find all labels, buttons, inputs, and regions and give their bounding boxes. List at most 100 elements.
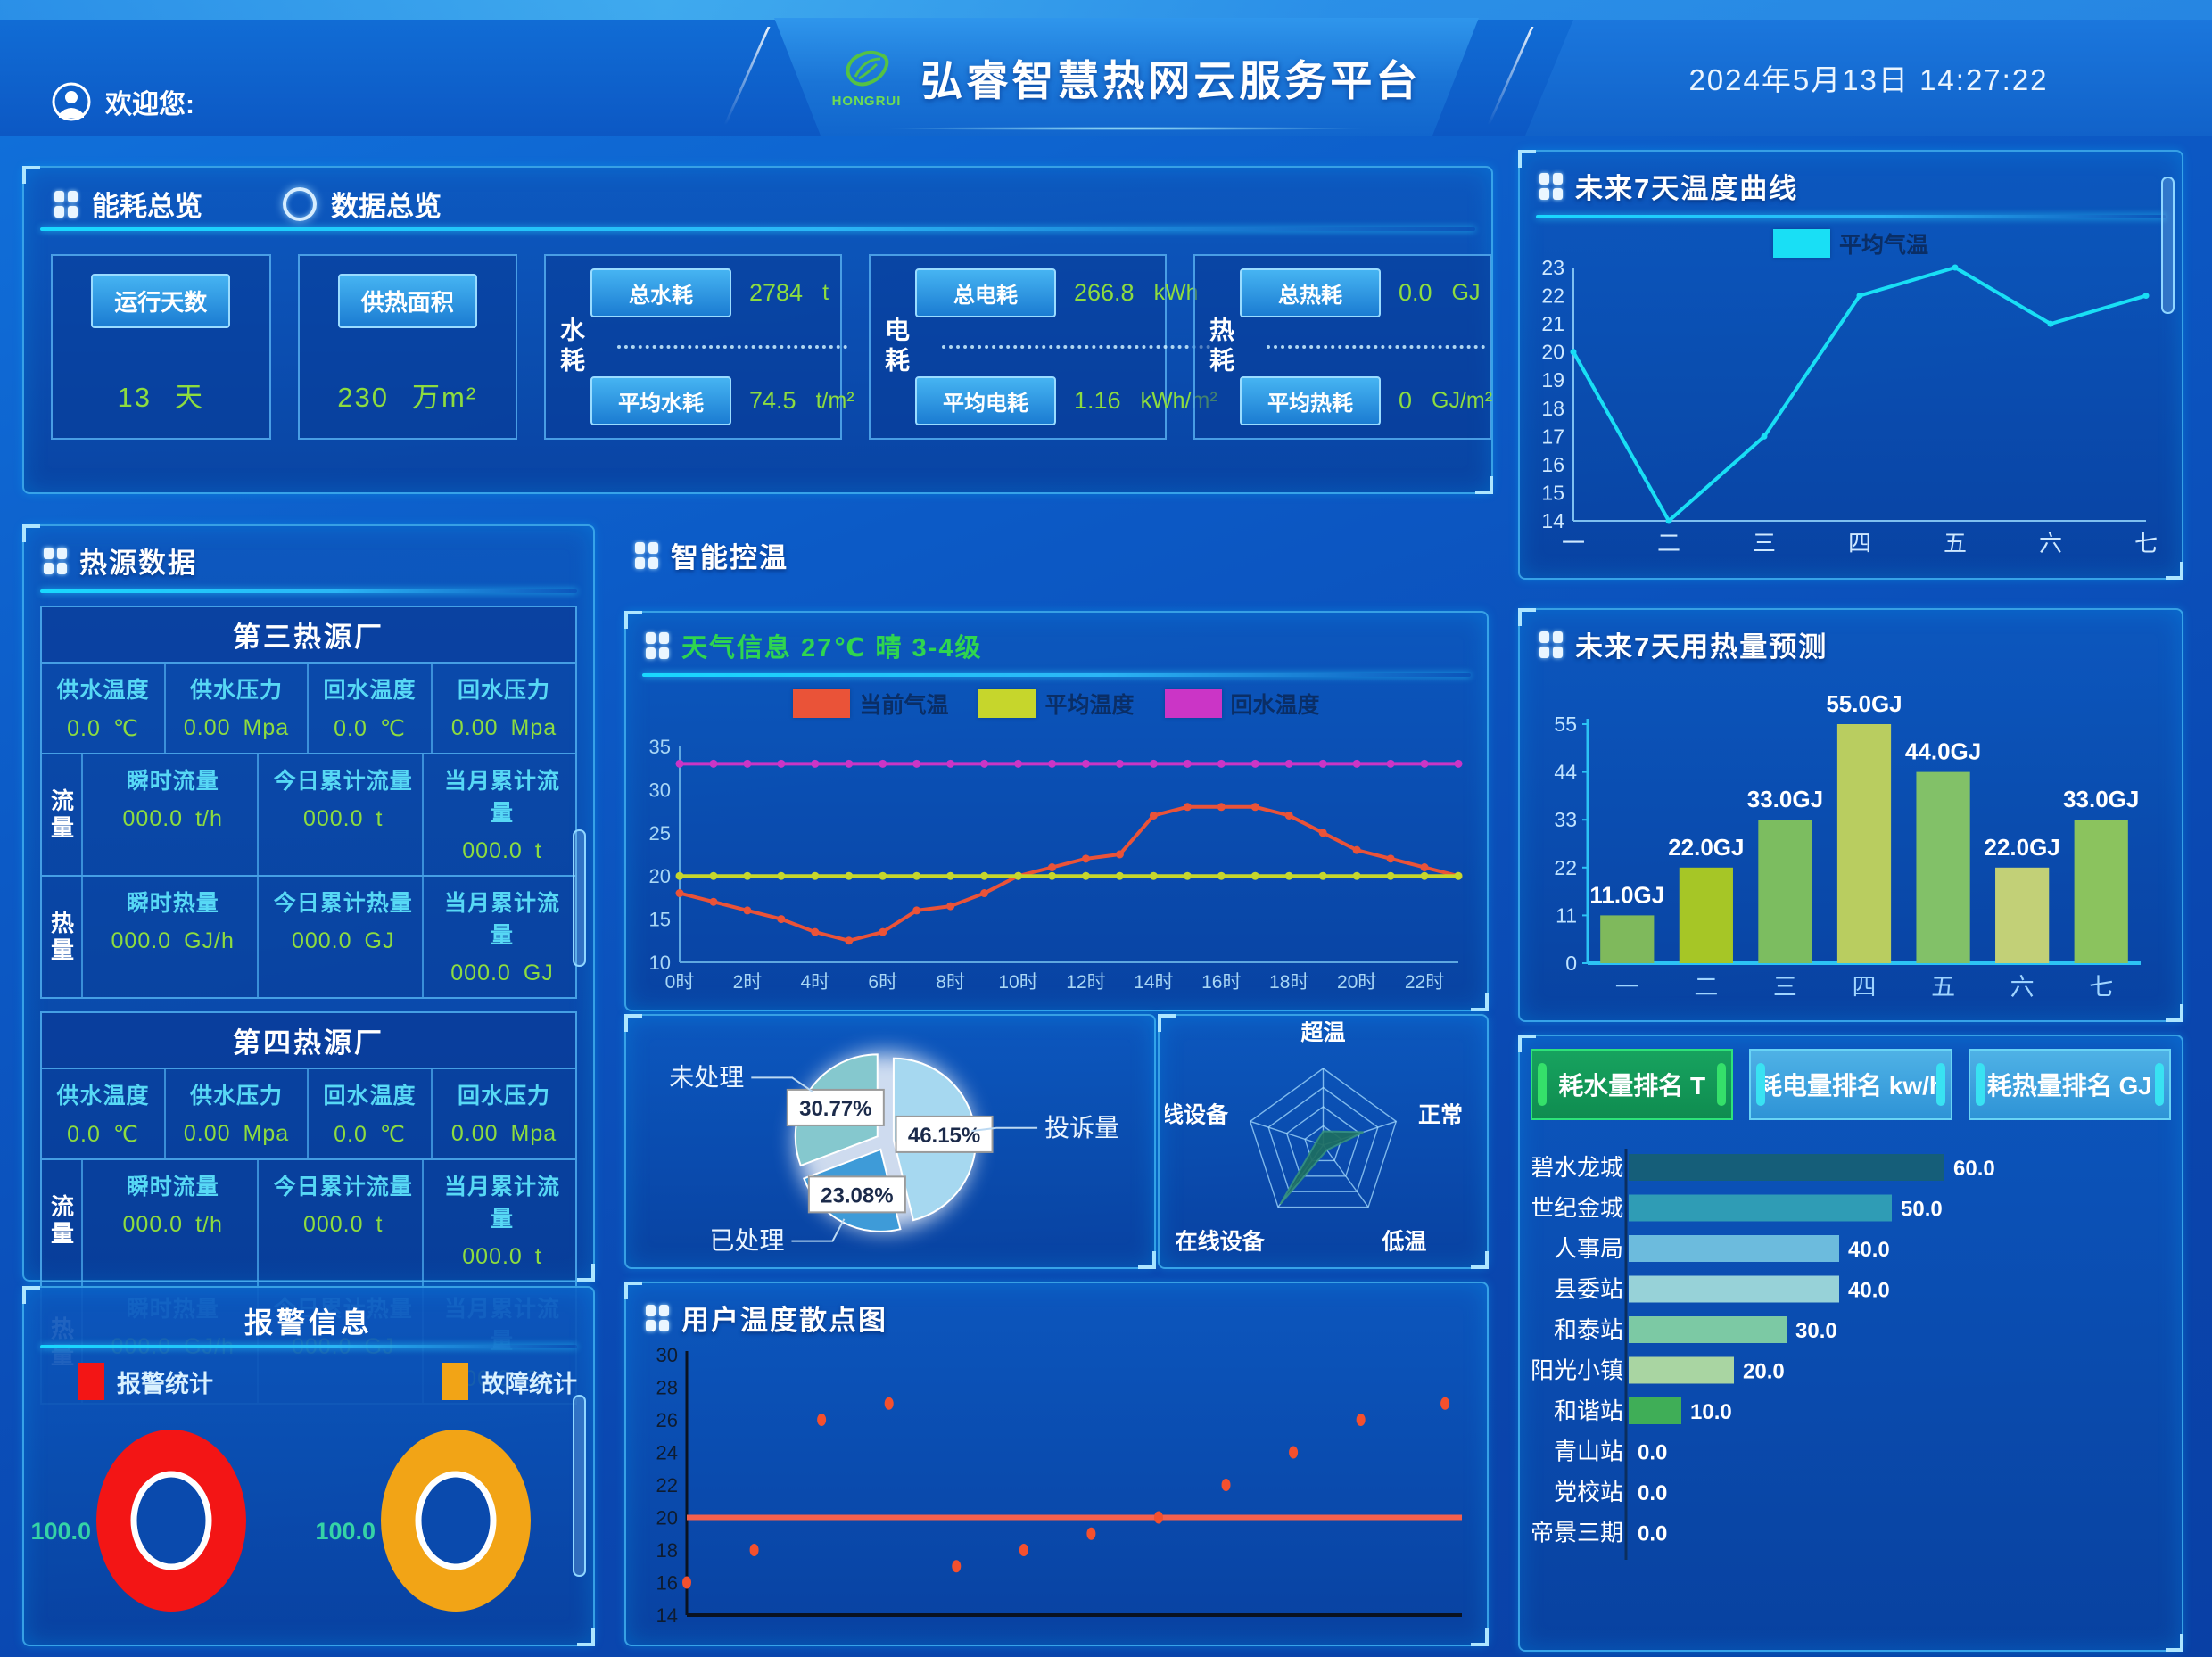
svg-text:20.0: 20.0 <box>1743 1360 1785 1384</box>
temp7-line-chart: 14 15 16 17 18 19 20 21 22 23 一 二 三 四 五 六 七 <box>1541 259 2158 556</box>
datetime: 2024年5月13日 14:27:22 <box>1688 63 2049 96</box>
svg-text:30: 30 <box>649 779 671 801</box>
svg-text:28: 28 <box>656 1377 678 1399</box>
svg-text:三: 三 <box>1753 530 1776 556</box>
svg-text:11: 11 <box>1556 903 1577 927</box>
svg-text:五: 五 <box>1944 530 1967 556</box>
svg-text:10: 10 <box>649 952 671 974</box>
water-group-label: 水耗 <box>557 317 585 377</box>
total-power-button[interactable]: 总电耗 <box>915 268 1056 317</box>
svg-text:和泰站: 和泰站 <box>1554 1316 1623 1343</box>
svg-text:20时: 20时 <box>1337 972 1376 993</box>
svg-text:23.08%: 23.08% <box>821 1183 893 1208</box>
heat-area-button[interactable]: 供热面积 <box>337 274 477 328</box>
svg-text:22.0GJ: 22.0GJ <box>1984 834 2059 861</box>
flow-cell: 瞬时流量 000.0 t/h <box>81 754 257 875</box>
svg-text:阳光小镇: 阳光小镇 <box>1532 1357 1623 1384</box>
user-temp-scatter-chart: 14 16 18 20 22 24 26 28 30 <box>656 1344 1462 1627</box>
svg-text:二: 二 <box>1657 530 1680 556</box>
weather-line-chart: 10 15 20 25 30 35 0时 2时 4时 6时 8时 10时 12时 14时 16时 18时 20时… <box>649 739 1463 993</box>
svg-text:党校站: 党校站 <box>1554 1479 1623 1505</box>
svg-text:33.0GJ: 33.0GJ <box>1747 786 1823 812</box>
svg-text:21: 21 <box>1541 312 1564 335</box>
svg-text:4时: 4时 <box>800 972 830 993</box>
welcome-label: 欢迎您: <box>105 90 194 120</box>
svg-text:低温: 低温 <box>1381 1230 1426 1255</box>
svg-text:22时: 22时 <box>1405 972 1444 993</box>
svg-text:55.0GJ: 55.0GJ <box>1826 690 1902 717</box>
svg-text:15: 15 <box>1541 481 1564 504</box>
flow-cell: 当月累计流量 000.0 t <box>422 1160 575 1281</box>
fault-donut-chart <box>380 1430 531 1612</box>
alarm-panel: 报警信息 报警统计 故障统计 100.0 <box>22 1286 595 1646</box>
svg-text:30.77%: 30.77% <box>799 1097 871 1121</box>
alarm-donut-value: 100.0 <box>30 1518 92 1545</box>
tab-data-overview[interactable]: 数据总览 <box>283 184 442 224</box>
svg-text:8时: 8时 <box>936 972 965 993</box>
scrollbar[interactable] <box>573 829 586 967</box>
svg-text:46.15%: 46.15% <box>908 1124 980 1148</box>
legend-current-temp: 当前气温 <box>793 688 948 720</box>
alarm-donut: 100.0 <box>30 1404 301 1637</box>
avg-water-row: 平均水耗 74.5 t/m² <box>590 376 854 425</box>
svg-text:离线设备: 离线设备 <box>1165 1101 1229 1127</box>
svg-text:0.0: 0.0 <box>1638 1441 1667 1465</box>
flow-cell: 今日累计流量 000.0 t <box>257 1160 422 1281</box>
run-days-button[interactable]: 运行天数 <box>91 274 231 328</box>
tab-power-ranking[interactable]: 耗电量排名 kw/h <box>1749 1049 1952 1120</box>
complaint-pie-panel: 46.15% 投诉量 23.08% 已处理 30.77% 未处理 <box>624 1014 1156 1269</box>
fault-donut: 100.0 <box>316 1404 585 1637</box>
header-title-block: HONGRUI 弘睿智慧热网云服务平台 <box>774 18 1479 136</box>
tab-energy-overview[interactable]: 能耗总览 <box>54 184 202 224</box>
grid-icon <box>635 541 658 569</box>
param-cell: 回水温度 0.0 ℃ <box>309 1069 433 1158</box>
tab-water-ranking[interactable]: 耗水量排名 T <box>1531 1049 1734 1120</box>
svg-text:23: 23 <box>1541 259 1564 279</box>
param-cell: 回水压力 0.00 Mpa <box>450 678 557 740</box>
param-cell: 回水温度 0.0 ℃ <box>309 664 433 753</box>
svg-text:44: 44 <box>1554 761 1577 784</box>
svg-text:26: 26 <box>656 1409 678 1431</box>
svg-text:县委站: 县委站 <box>1554 1276 1623 1303</box>
flow-cell: 今日累计流量 000.0 t <box>257 754 422 875</box>
ranking-panel: 耗水量排名 T 耗电量排名 kw/h 耗热量排名 GJ 碧水龙城 60.0 世纪金城… <box>1518 1035 2183 1652</box>
param-cell: 供水压力 0.00 Mpa <box>166 664 309 753</box>
svg-text:帝景三期: 帝景三期 <box>1532 1520 1623 1546</box>
divider <box>40 227 1475 231</box>
svg-text:12时: 12时 <box>1066 972 1105 993</box>
plant-4-name: 第四热源厂 <box>42 1013 575 1069</box>
divider <box>40 1345 577 1348</box>
scrollbar[interactable] <box>2161 177 2175 314</box>
user-icon <box>52 82 91 121</box>
svg-text:22: 22 <box>1541 284 1564 308</box>
svg-text:未处理: 未处理 <box>669 1063 744 1091</box>
ring-icon <box>283 186 317 221</box>
svg-text:16时: 16时 <box>1201 972 1241 993</box>
total-heat-row: 总热耗 0.0 GJ <box>1240 268 1492 317</box>
svg-text:14时: 14时 <box>1134 972 1173 993</box>
svg-text:七: 七 <box>2134 530 2158 556</box>
dotted-divider <box>617 345 847 349</box>
svg-text:0时: 0时 <box>665 972 695 993</box>
tab-heat-ranking[interactable]: 耗热量排名 GJ <box>1968 1049 2171 1120</box>
svg-text:五: 五 <box>1931 974 1955 1001</box>
grid-icon <box>1539 631 1563 658</box>
svg-text:50.0: 50.0 <box>1901 1198 1943 1222</box>
svg-text:二: 二 <box>1694 974 1718 1001</box>
svg-text:16: 16 <box>1541 453 1564 476</box>
svg-text:18时: 18时 <box>1269 972 1308 993</box>
heat-source-panel: 热源数据 第三热源厂 供水温度 0.0 ℃ 供水压力 0.00 Mpa 回水温度 0… <box>22 524 595 1405</box>
scrollbar[interactable] <box>573 1395 586 1577</box>
svg-text:三: 三 <box>1773 974 1797 1001</box>
total-water-button[interactable]: 总水耗 <box>590 268 731 317</box>
avg-power-button[interactable]: 平均电耗 <box>915 376 1056 425</box>
svg-text:七: 七 <box>2089 974 2113 1001</box>
svg-text:40.0: 40.0 <box>1848 1279 1890 1303</box>
plant-3-name: 第三热源厂 <box>42 607 575 664</box>
svg-text:19: 19 <box>1541 368 1564 392</box>
avg-heat-button[interactable]: 平均热耗 <box>1240 376 1381 425</box>
total-heat-button[interactable]: 总热耗 <box>1240 268 1381 317</box>
avg-water-button[interactable]: 平均水耗 <box>590 376 731 425</box>
svg-text:22: 22 <box>1554 856 1577 879</box>
